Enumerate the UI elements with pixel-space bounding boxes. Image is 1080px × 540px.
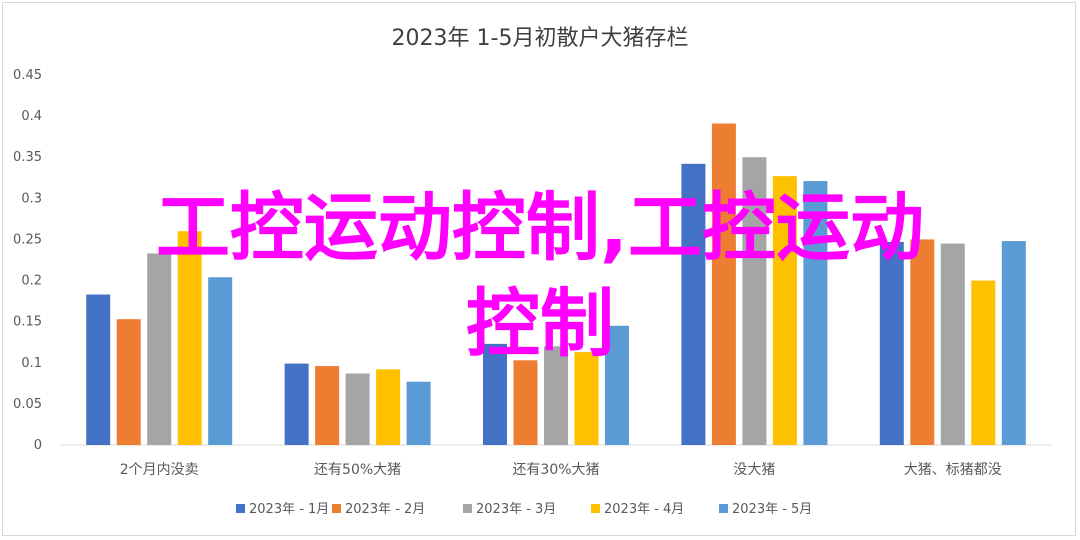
y-tick-label: 0.3 [21, 191, 42, 206]
bar-1-1 [86, 294, 111, 445]
legend-label-4: 2023年 - 4月 [604, 502, 684, 517]
chart-title: 2023年 1-5月初散户大猪存栏 [391, 26, 689, 51]
bar-1-4 [177, 231, 202, 445]
bar-4-1 [681, 163, 706, 446]
legend-label-3: 2023年 - 3月 [476, 502, 556, 517]
bar-3-3 [544, 346, 568, 445]
legend-label-5: 2023年 - 5月 [732, 502, 812, 517]
bar-2-4 [376, 369, 401, 445]
x-category-label: 还有30%大猪 [512, 462, 599, 478]
y-tick-label: 0.45 [13, 68, 42, 83]
bar-3-5 [605, 325, 629, 445]
y-tick-label: 0 [34, 438, 42, 453]
y-tick-label: 0.25 [13, 232, 42, 247]
legend-swatch-1 [236, 504, 245, 513]
legend-label-1: 2023年 - 1月 [249, 502, 329, 517]
bar-4-2 [711, 123, 736, 445]
y-tick-label: 0.2 [21, 274, 42, 289]
y-tick-label: 0.35 [13, 150, 42, 165]
y-tick-label: 0.15 [13, 315, 42, 330]
bar-2-3 [345, 373, 370, 445]
bar-1-3 [147, 253, 172, 445]
bar-5-2 [910, 239, 935, 445]
x-category-label: 还有50%大猪 [314, 462, 401, 478]
legend-swatch-5 [719, 504, 728, 513]
bar-4-3 [742, 157, 767, 445]
y-tick-label: 0.4 [21, 109, 42, 124]
legend-swatch-4 [591, 504, 600, 513]
bar-5-5 [1001, 241, 1026, 445]
x-category-label: 2个月内没卖 [120, 462, 199, 478]
x-category-label: 大猪、标猪都没 [904, 462, 1002, 478]
legend-swatch-2 [332, 504, 341, 513]
x-category-label: 没大猪 [733, 462, 775, 478]
bar-4-4 [772, 176, 797, 445]
bar-3-1 [483, 343, 507, 445]
bar-2-2 [315, 366, 340, 445]
bar-1-5 [208, 277, 233, 445]
legend-label-2: 2023年 - 2月 [345, 502, 425, 517]
y-tick-label: 0.1 [21, 356, 42, 371]
bar-3-2 [513, 360, 538, 445]
legend-swatch-3 [463, 504, 472, 513]
y-tick-label: 0.05 [13, 397, 42, 412]
bar-5-4 [971, 280, 996, 445]
bar-5-1 [879, 241, 904, 445]
bar-2-1 [284, 363, 309, 445]
bar-1-2 [116, 319, 141, 445]
bar-2-5 [406, 381, 431, 445]
bar-4-5 [803, 181, 828, 446]
bar-5-3 [940, 243, 965, 445]
bar-3-4 [574, 352, 599, 445]
